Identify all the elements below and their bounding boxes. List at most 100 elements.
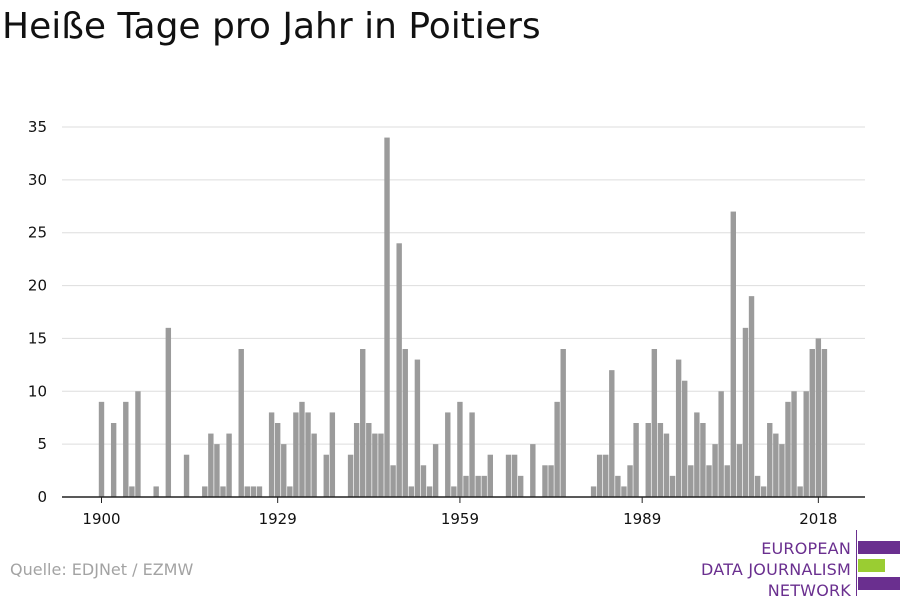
bar (372, 433, 378, 497)
y-tick-label: 25 (28, 224, 47, 242)
bar (432, 444, 439, 497)
bar (293, 412, 299, 497)
bar (366, 423, 372, 497)
logo-line-1: EUROPEAN (761, 539, 851, 558)
bar (760, 486, 767, 497)
bar (238, 349, 244, 497)
bar (724, 465, 730, 497)
bar (609, 370, 615, 497)
bar (353, 423, 360, 497)
bar (402, 349, 408, 497)
bar (123, 401, 129, 497)
bars (98, 137, 828, 498)
bar (821, 349, 828, 497)
bar (481, 475, 487, 497)
bar (426, 486, 433, 497)
bar (220, 486, 226, 497)
bar (560, 349, 566, 497)
bar (445, 412, 451, 497)
bar (244, 486, 250, 497)
bar (694, 412, 700, 497)
bar (475, 475, 481, 497)
bar (742, 327, 749, 497)
bar (451, 486, 457, 497)
bar (669, 475, 676, 497)
bar (135, 391, 141, 497)
bar (329, 412, 336, 497)
bar (548, 465, 554, 497)
y-tick-label: 10 (28, 382, 47, 400)
y-tick-label: 5 (37, 435, 47, 453)
bar (682, 380, 688, 497)
bar (627, 465, 633, 497)
bar (736, 444, 743, 497)
bar (396, 243, 402, 497)
chart-title: Heiße Tage pro Jahr in Poitiers (2, 6, 541, 47)
bar (323, 454, 329, 497)
bar (517, 475, 524, 497)
x-tick-label: 1959 (441, 510, 479, 528)
bar (748, 296, 755, 497)
bar (463, 475, 469, 497)
bar (663, 433, 670, 497)
logo-bar-top (858, 541, 900, 554)
bar (645, 423, 651, 497)
bar (98, 401, 105, 497)
bar (250, 486, 257, 497)
bar (469, 412, 475, 497)
bar (414, 359, 421, 497)
bar (815, 338, 822, 497)
bar (530, 444, 536, 497)
bar (183, 454, 190, 497)
bar (773, 433, 779, 497)
bar (305, 412, 311, 497)
bar (281, 444, 287, 497)
bar (590, 486, 597, 497)
bar (779, 444, 785, 497)
bar (675, 359, 682, 497)
bar (214, 444, 220, 497)
bar (718, 391, 724, 497)
bar (110, 423, 117, 497)
bar (202, 486, 208, 497)
edjnet-logo-text: EUROPEAN DATA JOURNALISM NETWORK (701, 538, 851, 601)
x-tick-label: 1989 (623, 510, 661, 528)
bar (651, 349, 658, 497)
bar (511, 454, 518, 497)
bar (268, 412, 275, 497)
bar (791, 391, 797, 497)
bar (621, 486, 627, 497)
bar (688, 465, 694, 497)
logo-line-3: NETWORK (767, 581, 851, 600)
y-tick-label: 35 (28, 118, 47, 136)
bar (785, 401, 791, 497)
bar (803, 391, 809, 497)
bar (596, 454, 603, 497)
source-note: Quelle: EDJNet / EZMW (10, 560, 194, 579)
bar (487, 454, 493, 497)
y-tick-label: 20 (28, 277, 47, 295)
x-tick-label: 1929 (259, 510, 297, 528)
gridlines (62, 126, 865, 445)
axes: 0 5 10 15 20 25 30 35 1900 1929 1959 1989 2018 (28, 118, 865, 528)
y-tick-label: 15 (28, 329, 47, 347)
x-tick-label: 2018 (799, 510, 837, 528)
bar (347, 454, 354, 497)
y-tick-label: 30 (28, 171, 47, 189)
bar (420, 465, 427, 497)
bar (633, 423, 639, 497)
bar (360, 349, 366, 497)
bar (384, 137, 390, 498)
bar (797, 486, 803, 497)
logo-bar-bottom (858, 577, 900, 590)
bar (274, 423, 281, 497)
bar (809, 349, 815, 497)
bar (311, 433, 317, 497)
logo-bar-middle (858, 559, 885, 572)
x-tick-label: 1900 (82, 510, 120, 528)
bar (129, 486, 135, 497)
bar (700, 423, 706, 497)
bar (256, 486, 263, 497)
logo-divider (856, 530, 857, 596)
